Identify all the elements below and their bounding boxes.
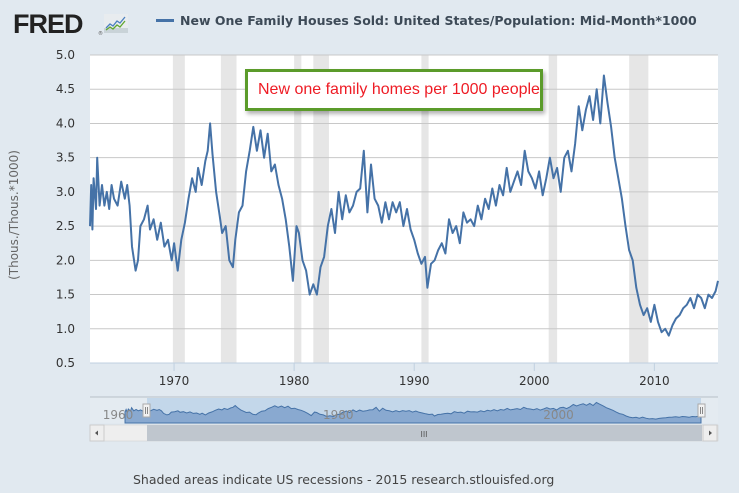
annotation-text: New one family homes per 1000 people: [258, 81, 540, 98]
y-tick-label: 5.0: [56, 48, 75, 62]
scroll-left-arrow-icon: [95, 430, 98, 436]
scrollbar[interactable]: III: [89, 424, 719, 442]
series-title[interactable]: New One Family Houses Sold: United State…: [156, 13, 697, 28]
footer-note: Shaded areas indicate US recessions - 20…: [133, 472, 555, 487]
y-axis-ticks: 0.5 1.0 1.5 2.0 2.5 3.0 3.5 4.0 4.5 5.0: [56, 48, 75, 370]
x-tick-label: 1980: [279, 374, 310, 388]
recession-band: [294, 55, 302, 363]
x-axis-ticks: 1970 1980 1990 2000 2010: [90, 362, 718, 388]
x-tick-label: 1990: [399, 374, 430, 388]
scrollbar-grip: III: [420, 430, 427, 439]
y-tick-label: 0.5: [56, 356, 75, 370]
navigator-labels: 1960 1980 2000: [103, 408, 574, 422]
scroll-right-arrow-icon: [709, 430, 712, 436]
navigator-year-label: 2000: [543, 408, 574, 422]
series-line[interactable]: [89, 74, 719, 337]
recession-band: [172, 55, 185, 363]
scrollbar-thumb[interactable]: [147, 425, 702, 441]
navigator-year-label: 1980: [323, 408, 354, 422]
fred-graph-icon: [104, 14, 128, 33]
recession-band: [421, 55, 429, 363]
navigator-year-label: 1960: [103, 408, 134, 422]
y-tick-label: 3.5: [56, 151, 75, 165]
y-tick-label: 2.5: [56, 219, 75, 233]
annotation-box: New one family homes per 1000 people: [245, 69, 543, 111]
navigator-right-handle[interactable]: [697, 403, 706, 418]
recession-band: [629, 55, 649, 363]
x-tick-label: 2010: [639, 374, 670, 388]
y-tick-label: 3.0: [56, 185, 75, 199]
x-tick-label: 2000: [519, 374, 550, 388]
recession-band: [548, 55, 558, 363]
y-tick-label: 1.0: [56, 322, 75, 336]
series-title-text: New One Family Houses Sold: United State…: [180, 13, 697, 28]
recession-band: [220, 55, 237, 363]
y-tick-label: 2.0: [56, 253, 75, 267]
y-tick-label: 4.5: [56, 82, 75, 96]
chart-header: FRED ® New One Family Houses Sold: Unite…: [0, 0, 739, 45]
y-tick-label: 1.5: [56, 288, 75, 302]
x-tick-label: 1970: [159, 374, 190, 388]
navigator[interactable]: 1960 1980 2000: [90, 396, 718, 424]
fred-logo-text: FRED: [13, 9, 83, 39]
navigator-left-handle[interactable]: [142, 403, 151, 418]
legend-line-icon: [156, 18, 174, 22]
navigator-series-area: [124, 401, 702, 424]
y-tick-label: 4.0: [56, 116, 75, 130]
fred-logo-registered-mark: ®: [98, 31, 103, 37]
fred-logo[interactable]: FRED: [13, 10, 83, 38]
